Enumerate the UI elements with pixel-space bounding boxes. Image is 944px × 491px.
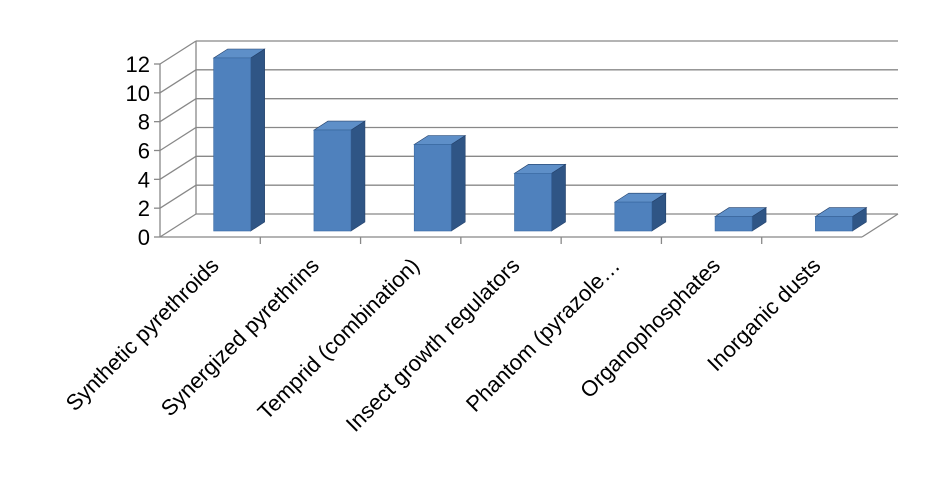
bar xyxy=(814,207,868,232)
gridline-wall xyxy=(159,98,197,123)
y-tick-label: 2 xyxy=(138,196,150,221)
y-tick-label: 4 xyxy=(138,167,150,192)
gridline-wall xyxy=(159,184,197,209)
x-tick-label: Insect growth regulators xyxy=(341,253,525,437)
bar-side xyxy=(250,48,265,232)
gridline-wall xyxy=(159,155,197,180)
y-tick-label: 0 xyxy=(138,225,150,250)
gridline-wall xyxy=(159,69,197,94)
bar-side xyxy=(551,163,566,232)
y-tick-label: 10 xyxy=(126,81,150,106)
x-tick-label: Temprid (combination) xyxy=(253,253,425,425)
bar-front xyxy=(213,57,251,232)
bar-front xyxy=(815,216,853,232)
bar-front xyxy=(714,216,753,232)
bar xyxy=(413,134,467,232)
gridline-wall xyxy=(159,126,197,152)
bar-front xyxy=(413,144,452,232)
floor-right-edge xyxy=(861,213,899,238)
gridline-wall xyxy=(159,213,197,238)
y-axis-ticks: 0 2 4 6 8 10 12 xyxy=(126,52,160,250)
y-tick-label: 12 xyxy=(126,52,150,77)
bar xyxy=(613,192,667,232)
bar-side xyxy=(450,134,466,232)
gridline-wall xyxy=(159,40,197,65)
bar xyxy=(714,207,768,232)
bar xyxy=(312,120,366,232)
bar xyxy=(513,163,567,232)
y-tick-label: 6 xyxy=(138,139,150,164)
bar-front xyxy=(514,173,552,232)
bar-front xyxy=(313,129,352,232)
bar xyxy=(212,48,266,232)
bar-front xyxy=(614,201,653,232)
bars xyxy=(212,48,868,232)
y-tick-label: 8 xyxy=(138,110,150,135)
bar-side xyxy=(350,120,366,232)
